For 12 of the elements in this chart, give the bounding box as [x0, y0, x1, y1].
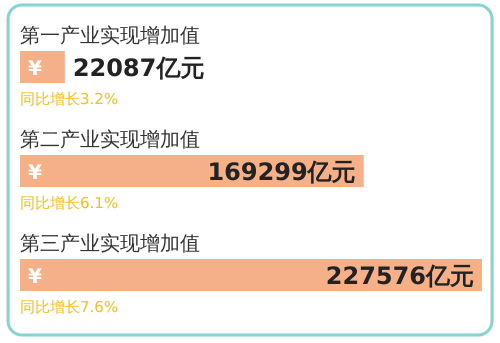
y-tick-label: 第一产业实现增加值 — [20, 23, 200, 47]
annotation: 同比增长6.1% — [20, 194, 118, 212]
data-label: 169299亿元 — [207, 158, 356, 186]
annotation: 同比增长7.6% — [20, 298, 118, 316]
y-tick-label: 第二产业实现增加值 — [20, 127, 200, 151]
data-label: 22087亿元 — [72, 54, 204, 82]
data-label: 227576亿元 — [326, 262, 474, 290]
annotation: ¥ — [28, 160, 42, 184]
annotation: ¥ — [28, 264, 42, 288]
annotation: ¥ — [28, 56, 42, 80]
annotation: 同比增长3.2% — [20, 90, 118, 108]
y-tick-label: 第三产业实现增加值 — [20, 231, 200, 255]
